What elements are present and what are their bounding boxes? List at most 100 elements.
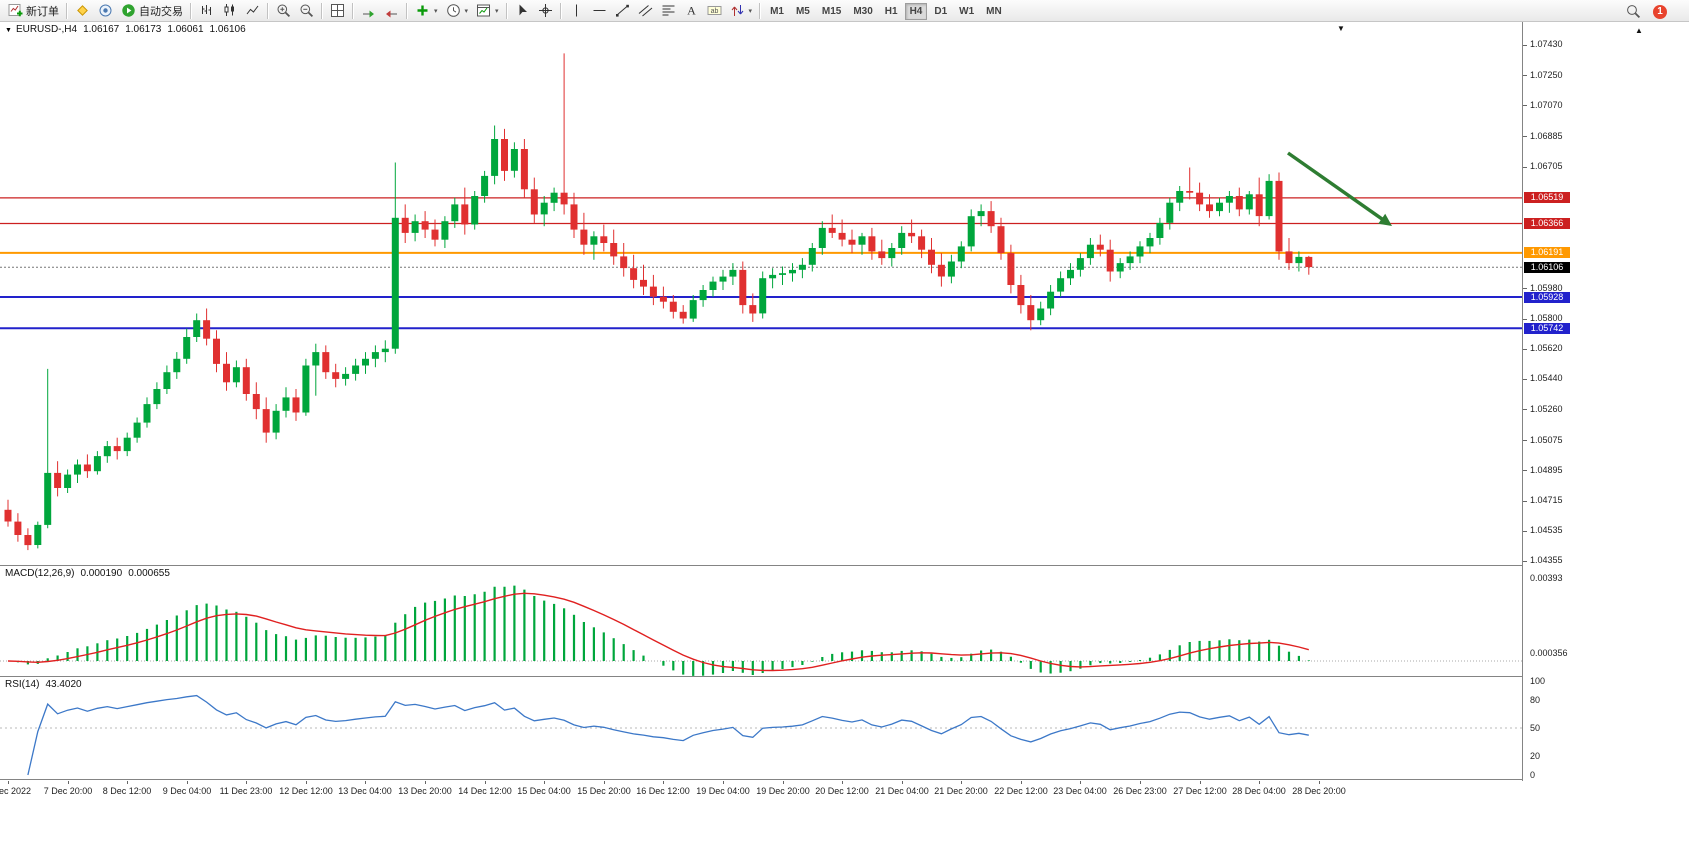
macd-axis-max-label: 0.00393 [1530, 573, 1563, 583]
search-button[interactable] [1622, 2, 1645, 21]
vertical-line-button[interactable] [565, 1, 588, 20]
timeframe-button-H4[interactable]: H4 [904, 3, 928, 20]
axis-tick [8, 781, 9, 784]
price-axis-label: 1.04355 [1530, 555, 1563, 565]
timeframe-button-M15[interactable]: M15 [817, 3, 846, 20]
time-axis-label: 15 Dec 04:00 [517, 786, 571, 796]
axis-tick [723, 781, 724, 784]
zoom-in-icon [276, 3, 291, 18]
candle [868, 236, 876, 252]
candle [391, 217, 399, 349]
trendline-button[interactable] [611, 1, 634, 20]
timeframe-button-M1[interactable]: M1 [765, 3, 789, 20]
periods-button[interactable]: ▾ [442, 1, 473, 20]
timeframe-button-MN[interactable]: MN [981, 3, 1007, 20]
candle [74, 464, 81, 475]
candle [421, 221, 429, 230]
timeframe-button-M5[interactable]: M5 [791, 3, 815, 20]
zoom-in-button[interactable] [272, 1, 295, 20]
new-order-button[interactable]: 新订单 [4, 1, 63, 20]
cursor-button[interactable] [511, 1, 534, 20]
price-axis-label: 1.05980 [1530, 283, 1563, 293]
time-axis-label: 15 Dec 20:00 [577, 786, 631, 796]
symbol-dropdown-icon[interactable]: ▼ [5, 27, 12, 34]
candle [223, 363, 230, 383]
axis-tick [1523, 75, 1527, 76]
time-axis-label: 28 Dec 04:00 [1232, 786, 1286, 796]
candle [1057, 278, 1065, 292]
time-axis-label: 28 Dec 20:00 [1292, 786, 1346, 796]
zoom-out-icon [299, 3, 314, 18]
candle [908, 232, 916, 237]
line-chart-button[interactable] [241, 1, 264, 20]
candle [1295, 256, 1303, 264]
price-axis[interactable]: ▲ 1.07430 1.07250 1.07070 1.06885 1.06705 1.0… [1522, 22, 1689, 781]
autotrading-label: 自动交易 [139, 5, 183, 18]
bar-chart-icon [199, 3, 214, 18]
candle [4, 509, 12, 522]
price-axis-label: 1.05075 [1530, 435, 1563, 445]
candlestick-chart-button[interactable] [218, 1, 241, 20]
candle [431, 229, 439, 240]
candle [401, 217, 409, 233]
candle [977, 211, 985, 217]
crosshair-button[interactable] [534, 1, 557, 20]
channel-button[interactable] [634, 1, 657, 20]
time-axis[interactable]: 7 Dec 2022 7 Dec 20:00 8 Dec 12:00 9 Dec 04… [0, 781, 1689, 861]
candle [709, 281, 717, 290]
trend-arrow[interactable] [1286, 151, 1387, 223]
notification-badge[interactable]: 1 [1653, 4, 1667, 19]
macd-pane[interactable]: MACD(12,26,9) 0.000190 0.000655 [0, 566, 1689, 677]
price-axis-label: 1.06705 [1530, 161, 1563, 171]
candlestick-icon [222, 3, 237, 18]
axis-tick [187, 781, 188, 784]
candle [858, 236, 866, 245]
candle [739, 269, 747, 306]
text-button[interactable]: A [680, 1, 703, 20]
candle [173, 358, 181, 373]
arrows-button[interactable]: ▾ [726, 1, 757, 20]
price-axis-label: 1.05620 [1530, 343, 1563, 353]
candle [630, 268, 638, 280]
time-axis-label: 13 Dec 04:00 [338, 786, 392, 796]
rsi-line [27, 694, 1309, 776]
candle [262, 409, 270, 433]
tile-windows-button[interactable] [326, 1, 349, 20]
candle [649, 286, 657, 297]
main-chart-pane[interactable]: ▼ EURUSD-,H4 1.06167 1.06173 1.06061 1.06106 … [0, 22, 1689, 566]
text-icon: A [684, 3, 699, 18]
chart-shift-button[interactable] [380, 1, 403, 20]
current-price-badge: 1.06106 [1524, 262, 1570, 273]
toolbar-separator [66, 2, 68, 19]
timeframe-button-W1[interactable]: W1 [954, 3, 979, 20]
macd-main-value: 0.000190 [80, 568, 123, 579]
candle [878, 251, 886, 259]
candle [798, 264, 806, 270]
candle [103, 446, 111, 457]
timeframe-button-H1[interactable]: H1 [880, 3, 903, 20]
line-chart-icon [245, 3, 260, 18]
indicators-button[interactable]: ▾ [411, 1, 442, 20]
axis-tick [425, 781, 426, 784]
templates-button[interactable]: ▾ [472, 1, 503, 20]
candle [659, 296, 667, 302]
chart-shift-marker[interactable]: ▼ [1337, 24, 1345, 33]
timeframe-button-D1[interactable]: D1 [929, 3, 952, 20]
autotrading-icon [121, 3, 136, 18]
timeframe-button-M30[interactable]: M30 [848, 3, 877, 20]
axis-tick [1523, 349, 1527, 350]
text-label-button[interactable]: ab [703, 1, 726, 20]
rsi-pane[interactable]: RSI(14) 43.4020 [0, 677, 1689, 780]
time-axis-label: 26 Dec 23:00 [1113, 786, 1167, 796]
fibonacci-button[interactable] [657, 1, 680, 20]
autotrading-button[interactable]: 自动交易 [117, 1, 187, 20]
candle [183, 337, 191, 359]
metaeditor-button[interactable] [71, 1, 94, 20]
auto-scroll-button[interactable] [357, 1, 380, 20]
candle [1206, 204, 1213, 212]
zoom-out-button[interactable] [295, 1, 318, 20]
profile-button[interactable] [94, 1, 117, 20]
bar-chart-button[interactable] [195, 1, 218, 20]
horizontal-line-button[interactable] [588, 1, 611, 20]
candle [1037, 308, 1045, 321]
